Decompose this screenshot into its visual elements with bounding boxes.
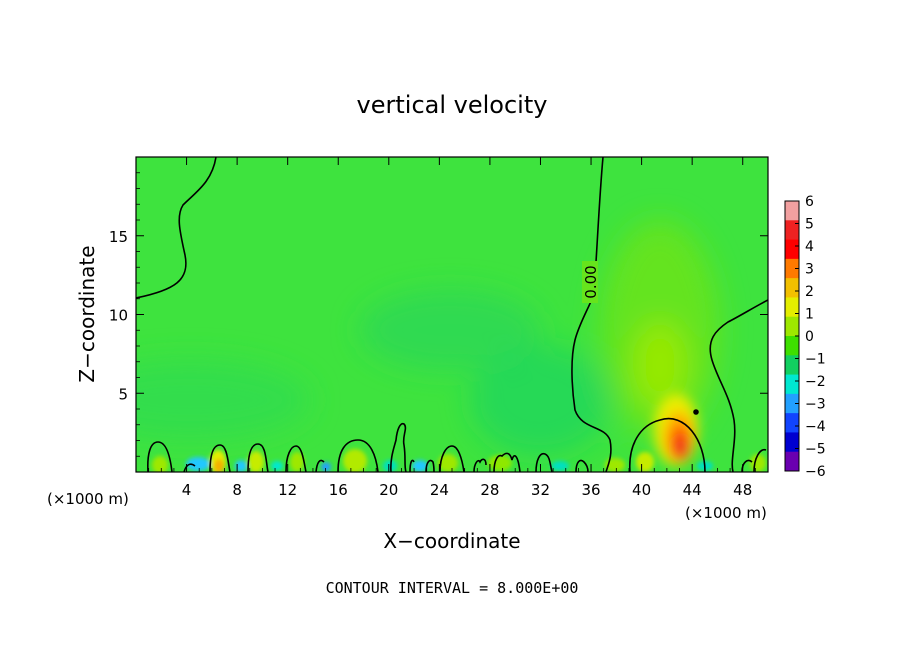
colorbar-swatch — [785, 336, 799, 356]
colorbar-label: 4 — [805, 239, 814, 255]
colorbar-label: −6 — [805, 464, 826, 480]
chart-title: vertical velocity — [357, 91, 548, 119]
contour-right — [709, 299, 768, 472]
x-tick-label: 40 — [632, 481, 651, 499]
colorbar-swatch — [785, 239, 799, 260]
colorbar-swatch — [785, 220, 799, 241]
colorbar-label: −5 — [805, 442, 826, 458]
plot-area: 0.00 — [136, 157, 768, 472]
colorbar-swatch — [785, 393, 799, 414]
x-tick-label: 28 — [480, 481, 499, 499]
colorbar-swatch — [785, 297, 799, 318]
x-tick-label: 32 — [531, 481, 550, 499]
contour-label-group: 0.00 — [582, 261, 600, 303]
colorbar-label: −4 — [805, 419, 826, 435]
colorbar-label: 0 — [805, 329, 814, 345]
colorbar-swatch — [785, 278, 799, 298]
colorbar-swatch — [785, 355, 799, 376]
x-tick-label: 44 — [683, 481, 702, 499]
colorbar-swatch — [785, 258, 799, 279]
y-tick-label: 5 — [118, 385, 128, 403]
colorbar-swatch — [785, 374, 799, 395]
x-tick-label: 20 — [379, 481, 398, 499]
x-tick-label: 24 — [430, 481, 449, 499]
colorbar-label: 1 — [805, 307, 814, 323]
x-tick-label: 8 — [232, 481, 242, 499]
broad-features — [136, 220, 720, 455]
colorbar-swatch — [785, 451, 799, 472]
x-tick-label: 36 — [581, 481, 600, 499]
y-axis-label: Z−coordinate — [75, 245, 99, 382]
y-tick-label: 10 — [109, 307, 128, 325]
contour-left — [136, 157, 217, 299]
colorbar: 6 5 4 3 2 1 0 −1 −2 −3 −4 −5 −6 — [784, 194, 826, 480]
x-ticks: 4 8 12 16 20 24 28 32 36 40 44 48 — [148, 157, 756, 499]
colorbar-swatch — [785, 432, 799, 453]
updraft-core — [654, 394, 698, 466]
contour-center — [571, 157, 612, 472]
colorbar-swatch — [785, 413, 799, 433]
x-tick-label: 12 — [278, 481, 297, 499]
contour-interval-footer: CONTOUR INTERVAL = 8.000E+00 — [326, 579, 579, 597]
y-ticks: 5 10 15 — [109, 172, 768, 457]
zero-contours — [136, 157, 768, 472]
y-tick-label: 15 — [109, 228, 128, 246]
x-tick-label: 4 — [182, 481, 192, 499]
colorbar-label: 6 — [805, 194, 814, 210]
contour-label: 0.00 — [582, 265, 600, 298]
colorbar-label: 3 — [805, 262, 814, 278]
colorbar-label: −3 — [805, 397, 826, 413]
colorbar-label: 2 — [805, 284, 814, 300]
colorbar-swatch — [785, 201, 799, 221]
x-tick-label: 48 — [733, 481, 752, 499]
colorbar-swatch — [785, 316, 799, 337]
colorbar-label: −2 — [805, 374, 826, 390]
colorbar-label: −1 — [805, 352, 826, 368]
x-unit-left: (×1000 m) — [47, 490, 129, 508]
x-tick-label: 16 — [329, 481, 348, 499]
x-axis-label: X−coordinate — [383, 529, 520, 553]
x-unit-right: (×1000 m) — [685, 504, 767, 522]
colorbar-label: 5 — [805, 217, 814, 233]
